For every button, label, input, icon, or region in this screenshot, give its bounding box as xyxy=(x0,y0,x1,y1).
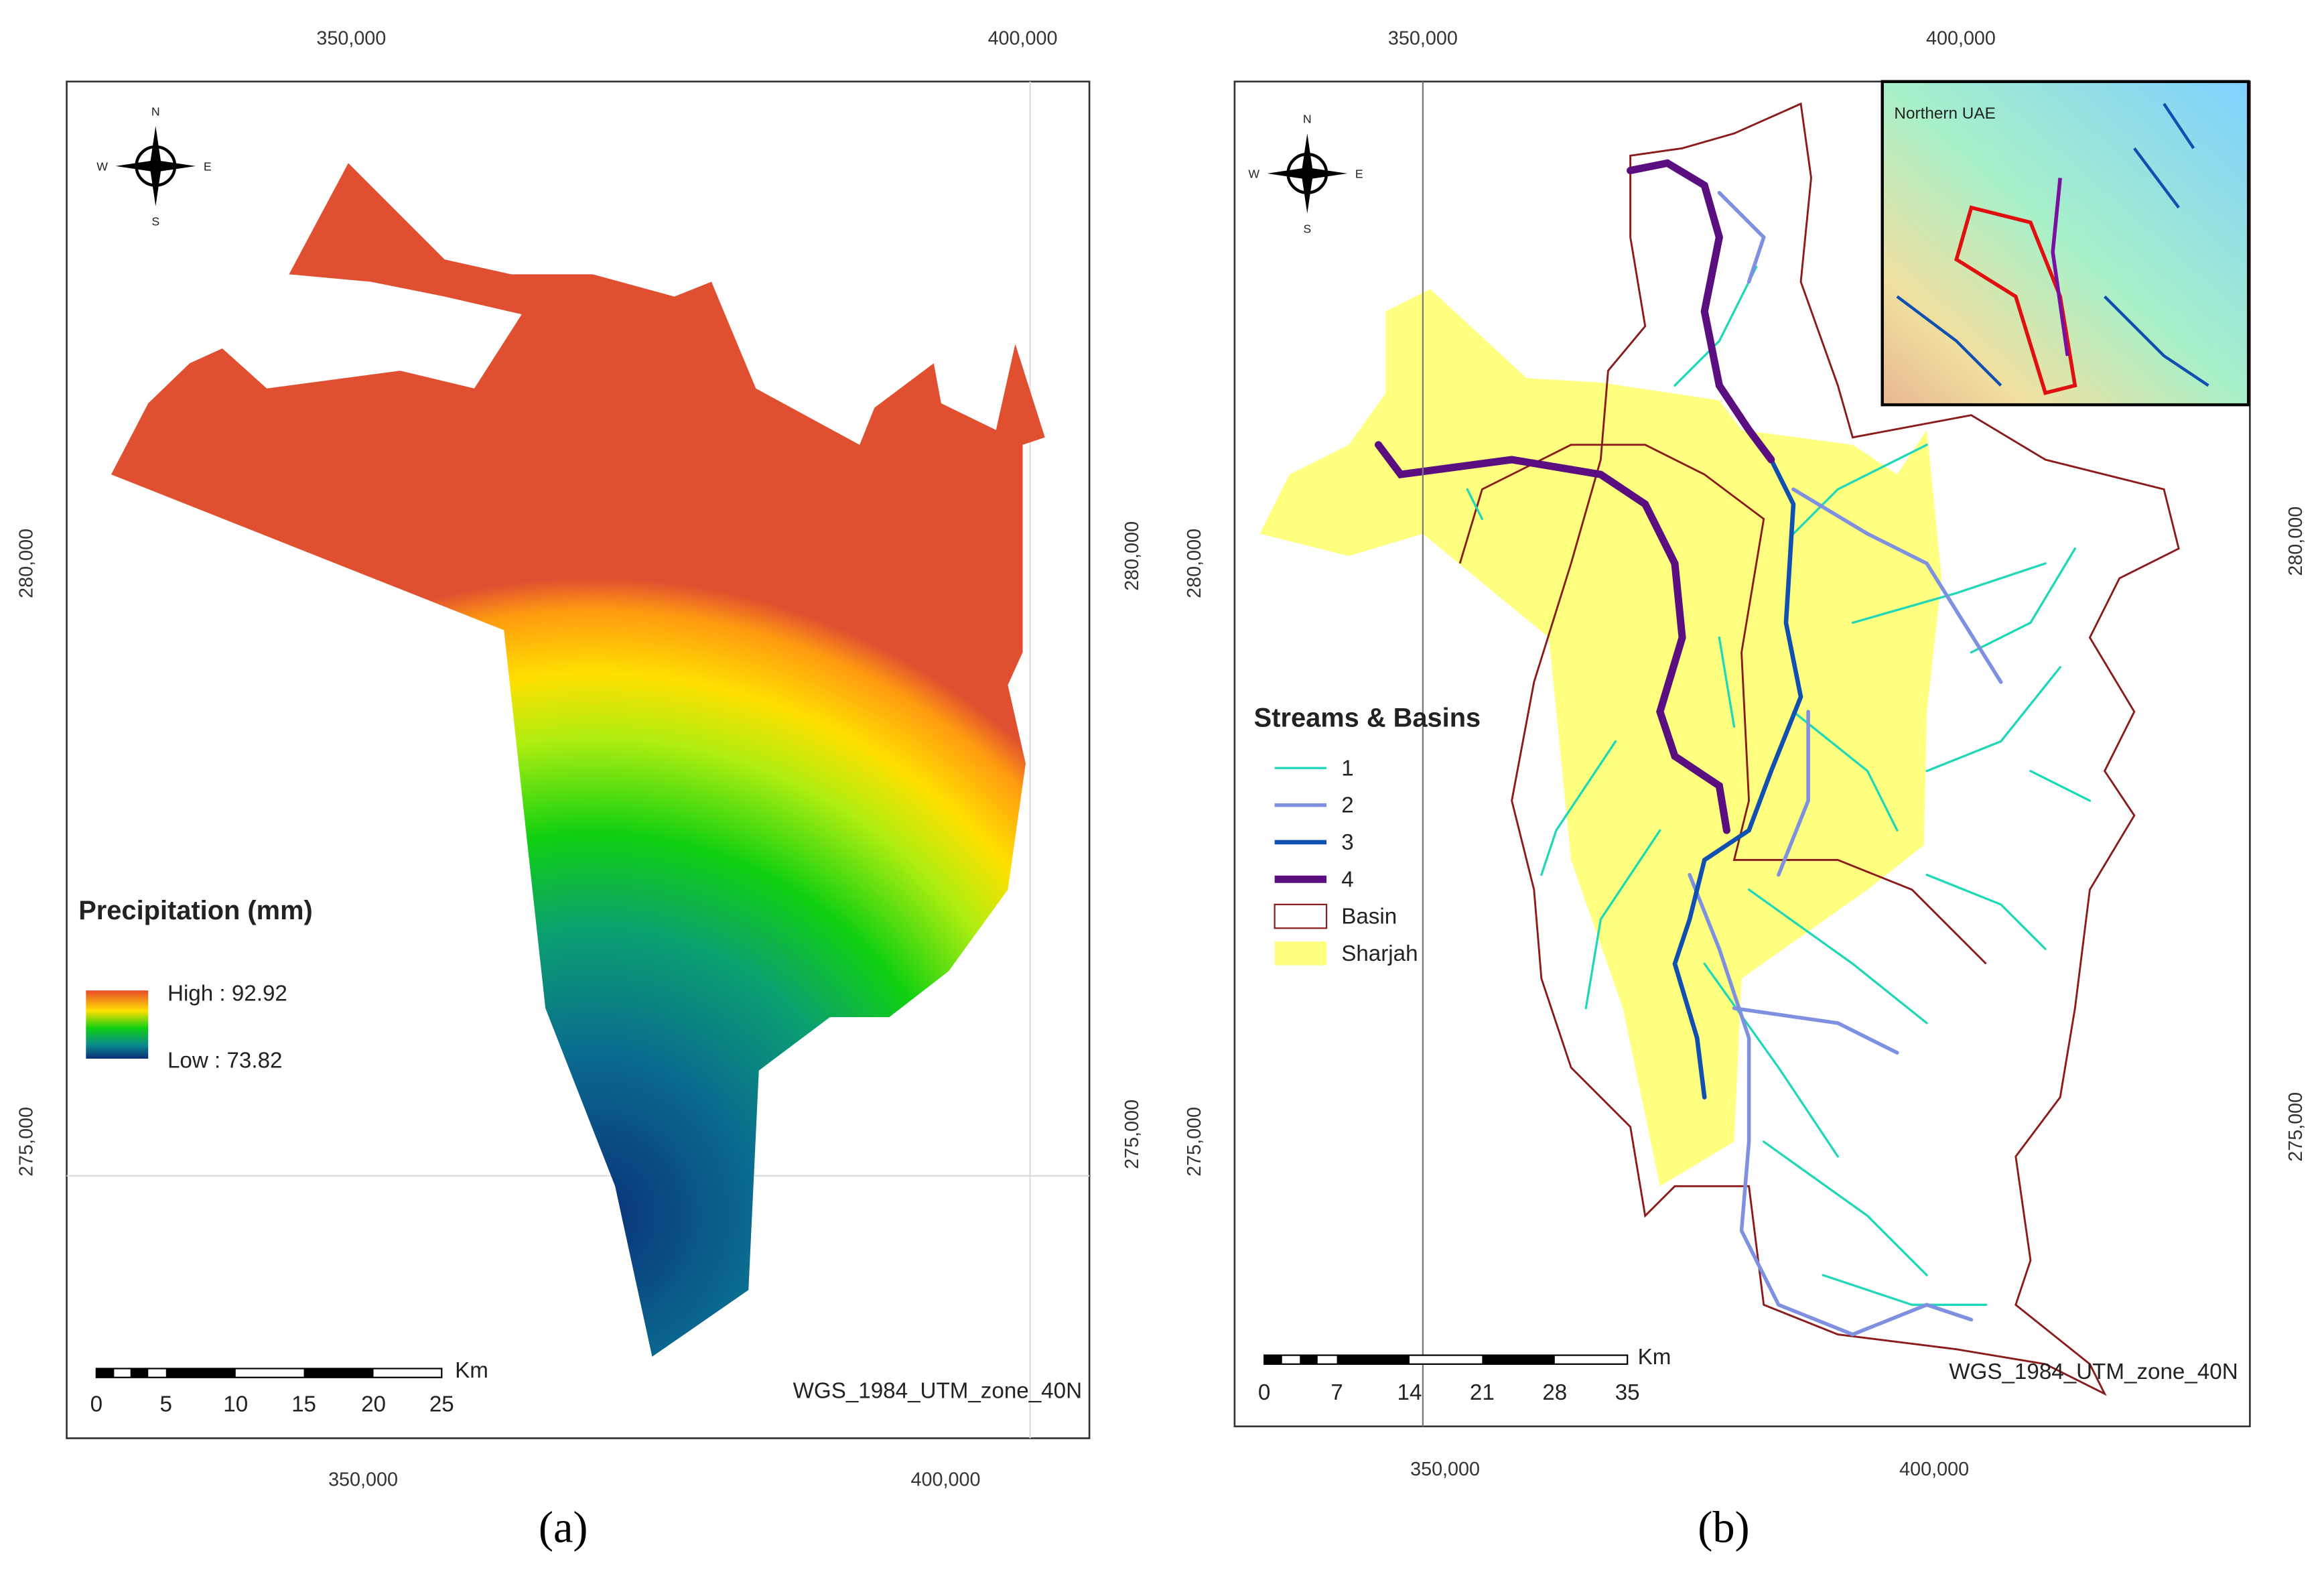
bottom-tick: 400,000 xyxy=(911,1469,981,1490)
sharjah-area xyxy=(1259,289,1942,1187)
scale-label: 10 xyxy=(223,1392,248,1417)
scale-bar xyxy=(95,1368,443,1378)
right-tick: 275,000 xyxy=(2285,1092,2307,1162)
compass-label: S xyxy=(1303,222,1311,235)
compass-label: E xyxy=(1355,168,1363,181)
top-tick: 400,000 xyxy=(1926,27,1996,49)
scale-label: 0 xyxy=(90,1392,102,1417)
compass-label: N xyxy=(1303,113,1312,126)
bottom-tick: 350,000 xyxy=(1410,1459,1480,1480)
top-tick: 400,000 xyxy=(988,27,1058,49)
scale-label: 0 xyxy=(1258,1380,1270,1405)
left-tick: 275,000 xyxy=(16,1107,38,1177)
precipitation-raster xyxy=(111,163,1045,1357)
scale-bar xyxy=(1263,1354,1629,1365)
panel-a: 350,000 400,000 350,000 400,000 280,000 … xyxy=(16,27,1143,1552)
panel-b: Northern UAE 350,000 400,000 350,000 400… xyxy=(1184,27,2307,1552)
inset-label: Northern UAE xyxy=(1894,105,1995,123)
compass-label: S xyxy=(151,214,159,228)
compass-label: W xyxy=(1248,168,1259,181)
scale-label: 35 xyxy=(1615,1380,1640,1405)
panel-label: (b) xyxy=(1698,1503,1749,1552)
right-tick: 280,000 xyxy=(2285,507,2307,576)
right-tick: 275,000 xyxy=(1121,1100,1143,1169)
compass-label: N xyxy=(151,105,160,119)
scale-label: 28 xyxy=(1542,1380,1567,1405)
legend-title: Streams & Basins xyxy=(1254,703,1481,732)
inset-map: Northern UAE xyxy=(1881,80,2250,407)
scale-label: 14 xyxy=(1397,1380,1422,1405)
compass-label: W xyxy=(96,159,108,173)
legend-item: High : 92.92 xyxy=(167,982,287,1006)
scale-label: 7 xyxy=(1330,1380,1343,1405)
legend-item: 4 xyxy=(1341,867,1353,892)
legend-title: Precipitation (mm) xyxy=(78,896,312,925)
projection: WGS_1984_UTM_zone_40N xyxy=(793,1379,1082,1404)
scale-unit: Km xyxy=(1638,1345,1671,1370)
legend-item: Sharjah xyxy=(1341,941,1418,966)
compass: N S W E xyxy=(96,105,212,228)
streams xyxy=(1374,159,2092,1337)
legend-swatch xyxy=(1274,903,1328,929)
top-tick: 350,000 xyxy=(316,27,386,49)
scale-label: 5 xyxy=(160,1392,172,1417)
panel-label: (a) xyxy=(539,1503,588,1552)
left-tick: 280,000 xyxy=(1184,529,1205,598)
bottom-tick: 350,000 xyxy=(328,1469,398,1490)
top-tick: 350,000 xyxy=(1388,27,1458,49)
legend-swatch xyxy=(1274,941,1327,966)
projection: WGS_1984_UTM_zone_40N xyxy=(1949,1360,2238,1384)
scale-unit: Km xyxy=(455,1358,488,1383)
legend-item: 1 xyxy=(1341,756,1353,781)
right-tick: 280,000 xyxy=(1121,521,1143,591)
left-tick: 280,000 xyxy=(16,529,38,598)
legend-item: 3 xyxy=(1341,830,1353,855)
legend-item: Basin xyxy=(1341,905,1397,929)
legend-item: 2 xyxy=(1341,793,1353,818)
compass-label: E xyxy=(204,159,212,173)
scale-label: 21 xyxy=(1470,1380,1495,1405)
basin-outline xyxy=(1458,102,2180,1396)
scale-label: 25 xyxy=(429,1392,454,1417)
compass: N S W E xyxy=(1248,113,1363,236)
scale-label: 20 xyxy=(361,1392,386,1417)
legend-ramp xyxy=(86,990,149,1059)
legend-item: Low : 73.82 xyxy=(167,1048,282,1073)
bottom-tick: 400,000 xyxy=(1899,1459,1969,1480)
left-tick: 275,000 xyxy=(1184,1107,1205,1177)
scale-label: 15 xyxy=(291,1392,316,1417)
